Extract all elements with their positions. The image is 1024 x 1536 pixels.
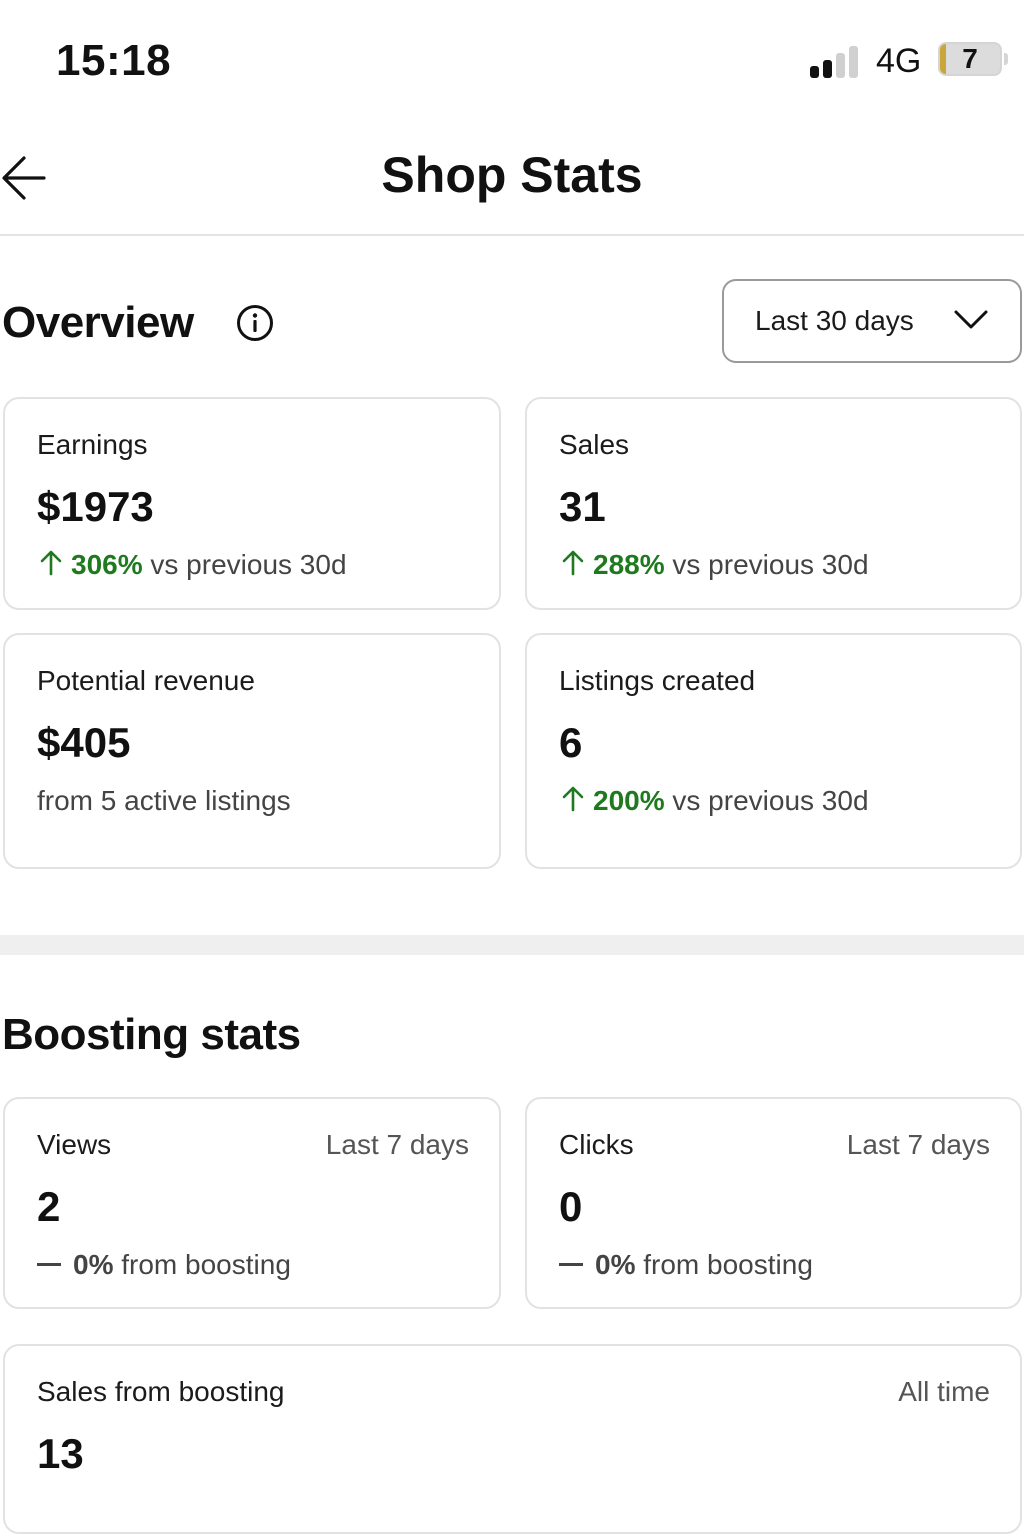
- battery-icon: 7: [938, 42, 1002, 76]
- card-label: Sales: [559, 429, 630, 460]
- overview-title: Overview: [2, 298, 194, 347]
- card-label: Listings created: [559, 665, 756, 696]
- card-value: $405: [37, 719, 131, 766]
- card-change: 0% from boosting: [37, 1249, 291, 1281]
- change-suffix: from boosting: [635, 1249, 813, 1280]
- card-period: Last 7 days: [325, 1129, 469, 1160]
- potential-revenue-card[interactable]: Potential revenue $405 from 5 active lis…: [3, 633, 501, 869]
- header: Shop Stats: [0, 110, 1024, 236]
- change-suffix: vs previous 30d: [142, 549, 347, 580]
- card-label: Views: [37, 1129, 112, 1160]
- listings-created-card[interactable]: Listings created 6 200% vs previous 30d: [525, 633, 1022, 869]
- status-time: 15:18: [56, 36, 172, 85]
- views-card[interactable]: Views Last 7 days 2 0% from boosting: [3, 1097, 501, 1309]
- date-range-select[interactable]: Last 30 days: [722, 279, 1022, 363]
- card-change: 0% from boosting: [559, 1249, 813, 1281]
- battery-level: 7: [962, 43, 978, 74]
- card-label: Clicks: [559, 1129, 634, 1160]
- card-value: 2: [37, 1183, 61, 1230]
- card-value: 6: [559, 719, 583, 766]
- section-divider: [0, 935, 1024, 955]
- change-suffix: vs previous 30d: [664, 549, 869, 580]
- battery-cap: [1004, 53, 1008, 65]
- change-percent: 288%: [593, 549, 665, 580]
- arrow-up-icon: [40, 550, 62, 576]
- page-title: Shop Stats: [381, 147, 643, 203]
- boosting-title: Boosting stats: [2, 1010, 301, 1059]
- change-percent: 200%: [593, 785, 665, 816]
- change-suffix: from boosting: [113, 1249, 291, 1280]
- change-suffix: vs previous 30d: [664, 785, 869, 816]
- card-value: $1973: [37, 483, 154, 530]
- card-subtext: from 5 active listings: [37, 785, 291, 816]
- network-type: 4G: [876, 42, 922, 80]
- card-label: Sales from boosting: [37, 1376, 285, 1407]
- earnings-card[interactable]: Earnings $1973 306% vs previous 30d: [3, 397, 501, 610]
- arrow-up-icon: [562, 550, 584, 576]
- chevron-down-icon: [954, 310, 988, 329]
- card-value: 0: [559, 1183, 583, 1230]
- date-range-label: Last 30 days: [755, 305, 914, 336]
- sales-card[interactable]: Sales 31 288% vs previous 30d: [525, 397, 1022, 610]
- card-period: Last 7 days: [846, 1129, 990, 1160]
- clicks-card[interactable]: Clicks Last 7 days 0 0% from boosting: [525, 1097, 1022, 1309]
- change-percent: 306%: [71, 549, 143, 580]
- card-value: 31: [559, 483, 606, 530]
- status-bar: 15:18 4G 7: [0, 0, 1024, 110]
- card-change: 288% vs previous 30d: [559, 549, 869, 581]
- back-button[interactable]: [0, 150, 48, 206]
- card-change: 306% vs previous 30d: [37, 549, 347, 581]
- arrow-up-icon: [562, 786, 584, 812]
- card-period: All time: [898, 1376, 990, 1407]
- sales-from-boosting-card[interactable]: Sales from boosting All time 13: [3, 1344, 1022, 1534]
- neutral-dash-icon: [37, 1263, 61, 1266]
- card-change: 200% vs previous 30d: [559, 785, 869, 817]
- card-label: Potential revenue: [37, 665, 255, 696]
- arrow-left-icon: [2, 156, 46, 200]
- signal-bars-icon: [810, 44, 862, 78]
- neutral-dash-icon: [559, 1263, 583, 1266]
- info-circle-icon[interactable]: [236, 304, 274, 342]
- change-percent: 0%: [595, 1249, 636, 1280]
- card-label: Earnings: [37, 429, 148, 460]
- change-percent: 0%: [73, 1249, 114, 1280]
- card-value: 13: [37, 1430, 84, 1477]
